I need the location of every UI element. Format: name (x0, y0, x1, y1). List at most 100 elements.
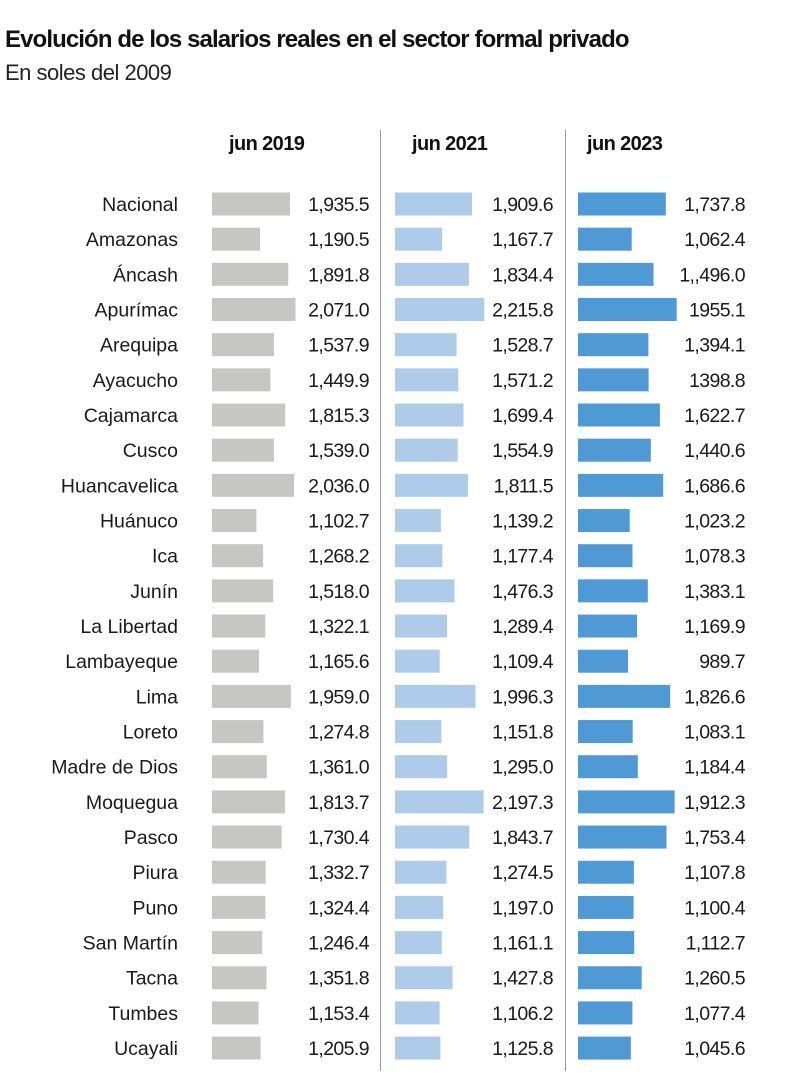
bar (212, 860, 266, 884)
category-label: Ica (152, 546, 178, 568)
bar (578, 1001, 633, 1025)
value-label: 1,826.6 (684, 686, 745, 708)
value-label: 989.7 (699, 651, 745, 673)
value-label: 1,753.4 (684, 827, 746, 849)
value-label: 1,811.5 (494, 475, 554, 497)
value-label: 1,813.7 (308, 792, 369, 814)
chart-row: La Libertad 1,322.1 1,289.4 1,169.9 (80, 614, 746, 638)
bar (212, 966, 267, 990)
chart-row: Puno 1,324.4 1,197.0 1,100.4 (132, 895, 746, 919)
bar (578, 579, 648, 603)
value-label: 1,100.4 (684, 897, 746, 919)
category-label: Apurímac (95, 300, 179, 322)
value-label: 1,834.4 (492, 264, 554, 286)
value-label: 1,295.0 (492, 757, 554, 779)
value-label: 1,062.4 (684, 229, 746, 251)
bar (395, 755, 448, 779)
bar (212, 614, 266, 638)
column-header-jun-2019: jun 2019 (229, 133, 305, 155)
value-label: 1,078.3 (684, 546, 745, 568)
value-label: 1,394.1 (684, 335, 745, 357)
value-label: 1,351.8 (308, 968, 369, 990)
value-label: 1,161.1 (492, 933, 553, 955)
bar (395, 860, 447, 884)
chart-row: Cusco 1,539.0 1,554.9 1,440.6 (123, 438, 746, 462)
value-label: 1,361.0 (308, 757, 370, 779)
bar (578, 684, 671, 708)
bar (395, 1001, 440, 1025)
bar (578, 895, 634, 919)
bar (395, 262, 469, 286)
value-label: 1,730.4 (308, 827, 370, 849)
value-label: 1,909.6 (492, 194, 553, 216)
value-label: 1,246.4 (308, 933, 370, 955)
bar (212, 262, 289, 286)
bar (395, 438, 458, 462)
value-label: 1,427.8 (492, 968, 553, 990)
category-label: Cajamarca (84, 405, 178, 427)
value-label: 1,332.7 (308, 862, 369, 884)
value-label: 1,190.5 (308, 229, 370, 251)
chart-row: Tacna 1,351.8 1,427.8 1,260.5 (126, 966, 746, 990)
value-label: 1,167.7 (492, 229, 553, 251)
bar (395, 473, 468, 497)
bar (212, 755, 267, 779)
bar (578, 262, 654, 286)
category-label: Áncash (113, 263, 178, 286)
bar (395, 966, 453, 990)
value-label: 1,843.7 (492, 827, 553, 849)
category-label: La Libertad (80, 616, 178, 638)
chart-row: Tumbes 1,153.4 1,106.2 1,077.4 (108, 1001, 746, 1025)
value-label: 1,023.2 (684, 511, 745, 533)
chart-row: San Martín 1,246.4 1,161.1 1,112.7 (83, 931, 746, 955)
value-label: 1,891.8 (308, 264, 369, 286)
value-label: 1,935.5 (308, 194, 370, 216)
bar (395, 1036, 441, 1060)
bar (212, 403, 286, 427)
value-label: 1,109.4 (492, 651, 554, 673)
category-label: Lima (136, 686, 178, 708)
value-label: 1,,496.0 (679, 264, 745, 286)
bar (212, 192, 290, 216)
bar (212, 473, 295, 497)
category-label: Huánuco (100, 511, 178, 533)
category-label: Puno (132, 897, 178, 919)
column-header-jun-2021: jun 2021 (412, 133, 488, 155)
bar (395, 579, 455, 603)
chart-subtitle: En soles del 2009 (5, 60, 172, 85)
bar (578, 544, 633, 568)
category-label: Tacna (126, 968, 178, 990)
bar (578, 438, 651, 462)
chart-row: Loreto 1,274.8 1,151.8 1,083.1 (123, 720, 746, 744)
bar (212, 544, 264, 568)
bar (212, 790, 286, 814)
value-label: 1,383.1 (684, 581, 745, 603)
value-label: 2,071.0 (308, 300, 370, 322)
value-label: 1,996.3 (492, 686, 553, 708)
value-label: 1,528.7 (492, 335, 553, 357)
bar (395, 368, 459, 392)
bar (578, 333, 649, 357)
bar (578, 790, 675, 814)
value-label: 1,112.7 (686, 933, 745, 955)
value-label: 1,324.4 (308, 897, 370, 919)
chart-row: Ucayali 1,205.9 1,125.8 1,045.6 (114, 1036, 746, 1060)
chart-row: Áncash 1,891.8 1,834.4 1,,496.0 (113, 262, 746, 286)
chart-row: Madre de Dios 1,361.0 1,295.0 1,184.4 (51, 755, 746, 779)
category-label: Pasco (124, 827, 178, 849)
bar (212, 720, 264, 744)
bar (578, 720, 633, 744)
category-label: San Martín (83, 933, 178, 955)
value-label: 1,151.8 (492, 722, 553, 744)
value-label: 1398.8 (689, 370, 745, 392)
value-label: 1,815.3 (308, 405, 369, 427)
value-label: 1,102.7 (308, 511, 369, 533)
value-label: 1,184.4 (684, 757, 746, 779)
category-label: Junín (130, 581, 178, 603)
bar (578, 227, 632, 251)
value-label: 1,699.4 (492, 405, 554, 427)
bar (578, 1036, 631, 1060)
category-label: Lambayeque (65, 651, 178, 673)
bar (578, 192, 666, 216)
value-label: 1,106.2 (492, 1003, 553, 1025)
